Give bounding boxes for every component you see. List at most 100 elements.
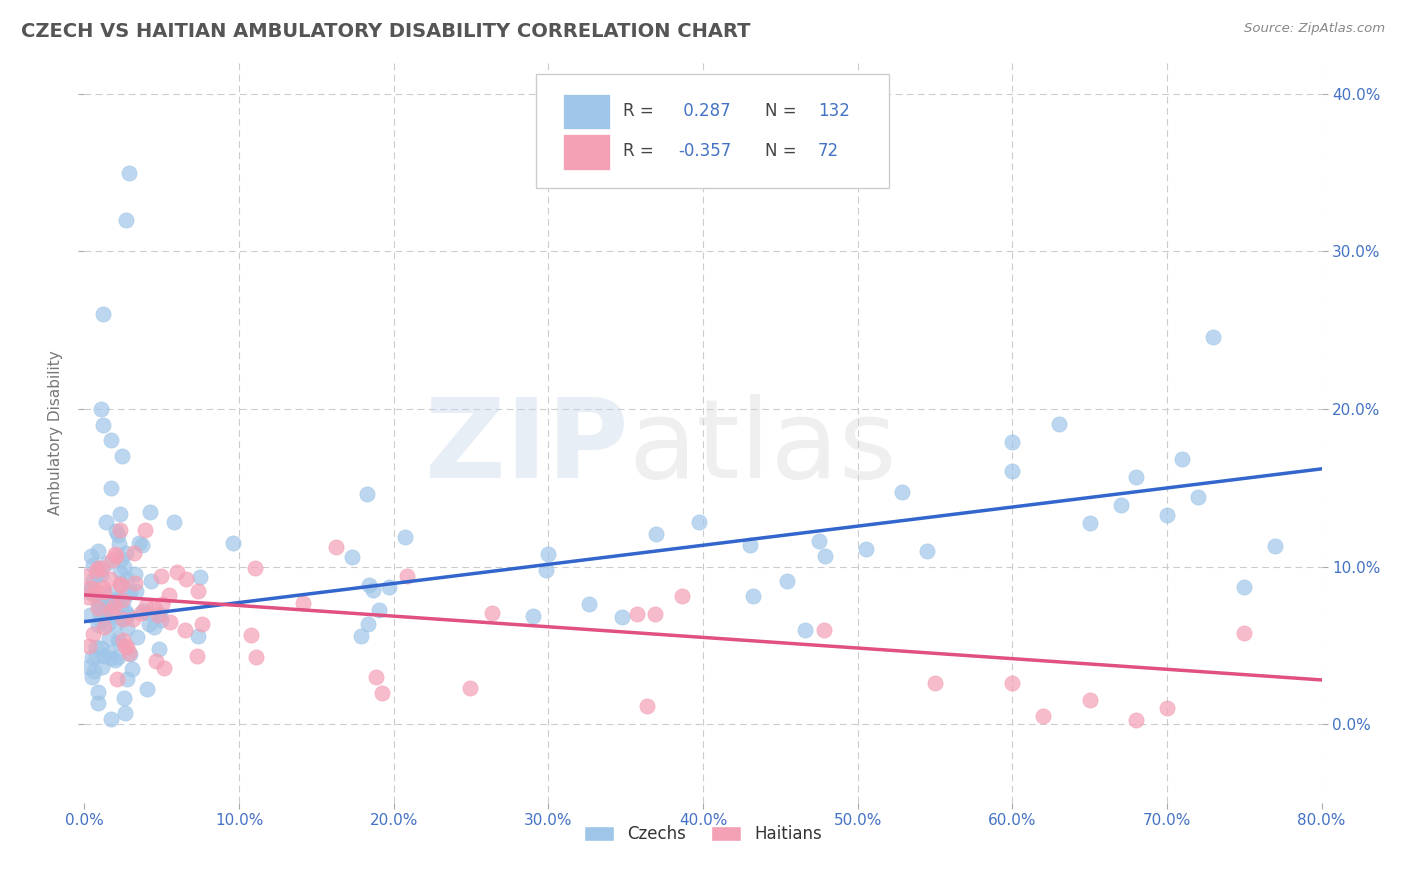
Point (1047, 417, 1070, 431)
Text: 72: 72 (818, 143, 839, 161)
Point (159, 615, 181, 630)
Text: R =: R = (623, 102, 658, 120)
Point (125, 583, 148, 598)
Point (1202, 329, 1225, 343)
Text: atlas: atlas (628, 394, 897, 501)
Point (187, 583, 209, 598)
Point (80, 581, 103, 595)
Point (93, 648, 115, 663)
Point (82, 558, 104, 572)
Point (111, 633, 134, 648)
Point (636, 699, 658, 714)
Point (121, 662, 143, 676)
Point (522, 609, 544, 624)
Point (366, 670, 388, 684)
Point (626, 607, 648, 622)
Text: -0.357: -0.357 (678, 143, 731, 161)
Point (367, 603, 389, 617)
Bar (564, 135, 610, 169)
Point (481, 606, 503, 620)
Point (114, 639, 136, 653)
Point (111, 592, 134, 607)
Point (97, 646, 120, 660)
Point (361, 583, 384, 598)
Point (221, 536, 243, 550)
Point (97, 587, 120, 601)
Point (112, 690, 135, 705)
Point (350, 629, 373, 643)
Point (187, 629, 209, 643)
Point (97, 631, 120, 645)
Point (534, 563, 557, 577)
Point (149, 613, 172, 627)
Point (100, 651, 122, 665)
Point (107, 649, 129, 664)
Point (1156, 508, 1178, 523)
Point (612, 610, 634, 624)
Point (136, 606, 159, 620)
Point (100, 712, 122, 726)
Point (357, 578, 380, 592)
Point (107, 527, 129, 541)
Point (110, 576, 132, 591)
Point (91, 417, 114, 432)
Point (245, 650, 267, 665)
Point (688, 515, 710, 529)
Point (1125, 470, 1147, 484)
Point (191, 616, 214, 631)
Point (1001, 464, 1024, 478)
Point (114, 604, 136, 618)
Text: CZECH VS HAITIAN AMBULATORY DISABILITY CORRELATION CHART: CZECH VS HAITIAN AMBULATORY DISABILITY C… (21, 22, 751, 41)
Point (100, 481, 122, 495)
Point (83, 664, 105, 678)
Point (148, 642, 170, 657)
Point (87, 685, 110, 699)
Point (1233, 626, 1256, 640)
Text: 0.287: 0.287 (678, 102, 731, 120)
Point (104, 524, 127, 539)
Point (135, 599, 157, 614)
Point (1078, 693, 1101, 707)
Point (82, 627, 104, 641)
Point (325, 540, 347, 554)
Point (90, 402, 112, 417)
Point (77, 660, 100, 674)
Point (855, 542, 877, 557)
Point (141, 574, 163, 588)
Point (174, 623, 197, 637)
Point (115, 672, 138, 686)
Point (371, 685, 394, 699)
Point (87, 601, 110, 615)
Point (357, 617, 380, 632)
Point (150, 597, 173, 611)
Point (129, 606, 152, 620)
Point (114, 545, 136, 559)
Point (87, 597, 110, 611)
Point (131, 538, 153, 552)
Point (356, 487, 378, 501)
Point (93, 584, 115, 599)
Point (117, 586, 139, 600)
Point (111, 594, 134, 608)
Point (166, 565, 188, 579)
Point (115, 607, 138, 622)
Point (89, 608, 111, 623)
Point (808, 534, 831, 549)
Point (645, 526, 668, 541)
Point (128, 535, 150, 549)
Text: 132: 132 (818, 102, 851, 120)
Point (138, 616, 160, 631)
Point (108, 537, 131, 551)
Point (93, 603, 115, 617)
Point (91, 308, 114, 322)
Point (108, 565, 131, 579)
Point (103, 599, 125, 614)
Point (110, 577, 132, 591)
Point (813, 623, 835, 637)
Point (149, 607, 172, 621)
Point (93, 601, 115, 615)
Point (117, 609, 139, 624)
Point (793, 624, 815, 638)
Point (73, 568, 96, 582)
Point (1001, 675, 1024, 690)
